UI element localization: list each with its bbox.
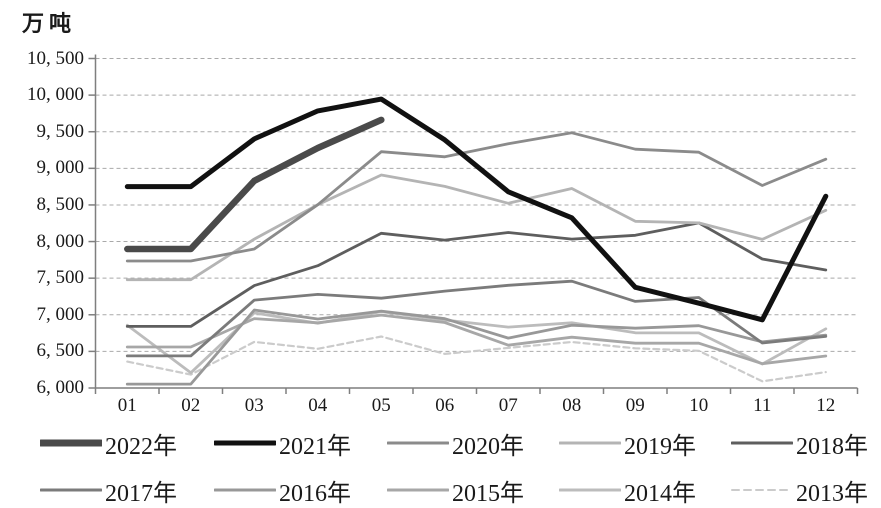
legend-swatch-icon xyxy=(214,488,276,492)
series-line-2018年 xyxy=(125,221,828,328)
legend-item-2022年: 2022年 xyxy=(40,428,177,460)
legend-label: 2018年 xyxy=(796,433,868,460)
x-tick-label: 04 xyxy=(308,395,328,416)
series-line-2022年 xyxy=(124,116,385,253)
legend-label: 2017年 xyxy=(105,480,177,507)
legend-swatch-icon xyxy=(40,439,102,447)
x-tick-label: 09 xyxy=(625,395,645,416)
x-tick-label: 02 xyxy=(181,395,201,416)
legend-label: 2016年 xyxy=(279,480,351,507)
x-tick-label: 05 xyxy=(371,395,391,416)
legend-label: 2021年 xyxy=(279,433,351,460)
legend-item-2013年: 2013年 xyxy=(731,475,868,507)
x-tick-label: 06 xyxy=(435,395,455,416)
series-line-2013年 xyxy=(126,335,827,383)
legend-item-2014年: 2014年 xyxy=(559,475,696,507)
y-tick-label: 9, 500 xyxy=(36,120,85,142)
x-tick-label: 07 xyxy=(498,395,518,416)
legend-label: 2022年 xyxy=(105,433,177,460)
legend-item-2018年: 2018年 xyxy=(731,428,868,460)
y-tick-label: 7, 500 xyxy=(36,267,85,289)
y-tick-label: 8, 500 xyxy=(36,193,85,215)
series-line-2016年 xyxy=(125,308,828,386)
x-tick-label: 11 xyxy=(753,395,772,416)
legend-item-2016年: 2016年 xyxy=(214,475,351,507)
legend-swatch-icon xyxy=(387,441,449,445)
legend-swatch-icon xyxy=(40,488,102,492)
y-tick-label: 7, 000 xyxy=(36,303,85,325)
legend-swatch-icon xyxy=(559,488,621,492)
legend-label: 2020年 xyxy=(452,433,524,460)
x-tick-label: 08 xyxy=(562,395,582,416)
legend-label: 2014年 xyxy=(624,480,696,507)
legend-item-2021年: 2021年 xyxy=(214,428,351,460)
y-tick-label: 6, 000 xyxy=(36,377,85,398)
x-tick-label: 01 xyxy=(117,395,137,416)
y-axis-unit-label: 万吨 xyxy=(22,11,77,36)
x-tick-label: 10 xyxy=(689,395,709,416)
legend-item-2019年: 2019年 xyxy=(559,428,696,460)
legend-item-2017年: 2017年 xyxy=(40,475,177,507)
legend-label: 2019年 xyxy=(624,433,696,460)
legend-swatch-icon xyxy=(731,441,793,445)
series-line-2020年 xyxy=(125,131,828,263)
series-line-2021年 xyxy=(124,96,829,323)
legend-label: 2013年 xyxy=(796,480,868,507)
legend-swatch-icon xyxy=(731,489,793,491)
legend-swatch-icon xyxy=(214,440,276,446)
y-tick-label: 9, 000 xyxy=(36,157,85,179)
y-tick-label: 8, 000 xyxy=(36,230,85,252)
legend-label: 2015年 xyxy=(452,480,524,507)
series-line-2019年 xyxy=(125,173,828,282)
y-tick-label: 6, 500 xyxy=(36,340,85,362)
legend-item-2015年: 2015年 xyxy=(387,475,524,507)
x-tick-label: 03 xyxy=(244,395,264,416)
legend-swatch-icon xyxy=(387,488,449,492)
legend-item-2020年: 2020年 xyxy=(387,428,524,460)
legend-swatch-icon xyxy=(559,441,621,445)
x-tick-label: 12 xyxy=(816,395,836,416)
y-tick-label: 10, 500 xyxy=(27,47,84,69)
y-tick-label: 10, 000 xyxy=(27,84,84,106)
